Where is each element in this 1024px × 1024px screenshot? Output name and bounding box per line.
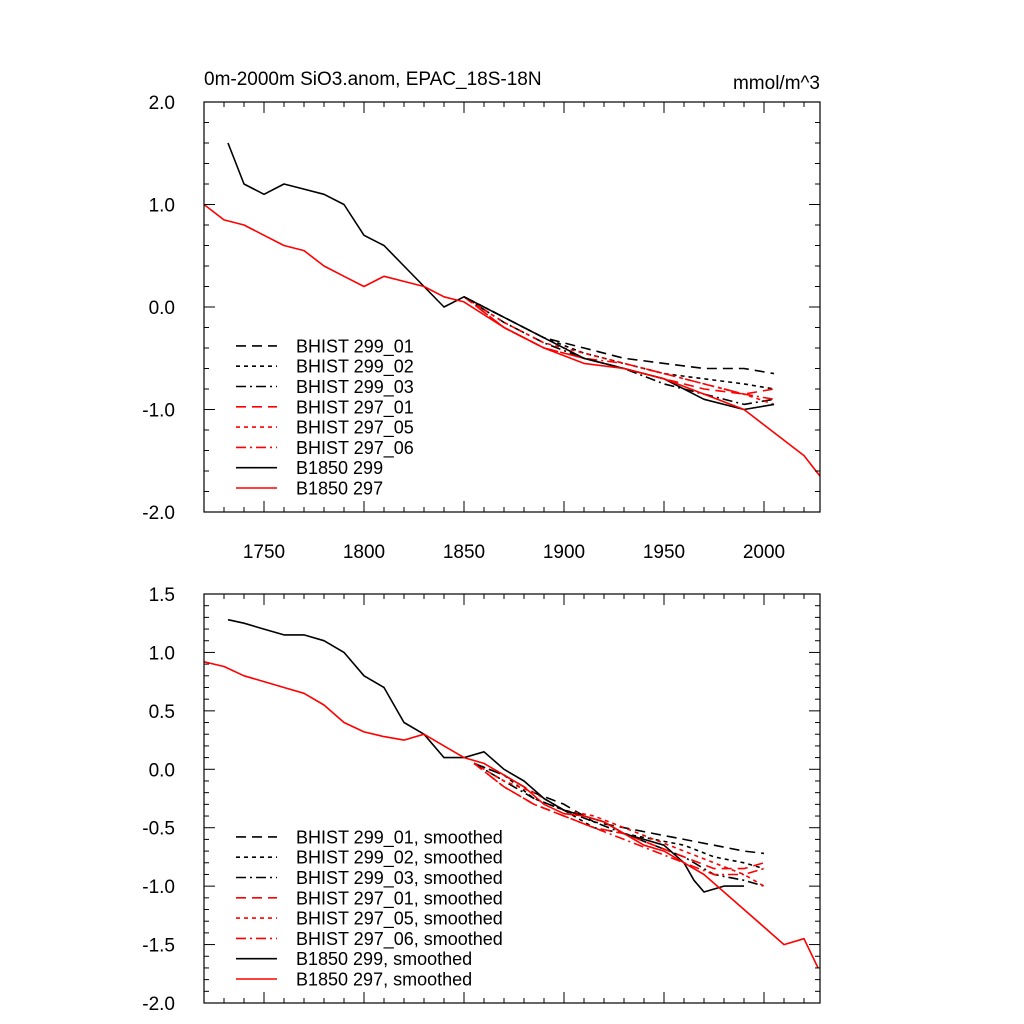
x-tick-label: 1800 xyxy=(343,542,385,563)
series-line-b1850-297-smoothed xyxy=(204,661,819,969)
y-tick-label: 0.0 xyxy=(149,760,175,781)
series-group xyxy=(204,618,819,969)
series-group xyxy=(204,142,820,477)
x-tick-label: 1850 xyxy=(443,542,485,563)
y-tick-label: 0.0 xyxy=(149,298,175,319)
legend-label: BHIST 297_01, smoothed xyxy=(296,888,503,909)
y-tick-label: -0.5 xyxy=(142,819,175,840)
legend-item: B1850 297 xyxy=(236,479,383,499)
series-line-bhist-297-05 xyxy=(463,296,775,406)
legend-label: BHIST 297_05, smoothed xyxy=(296,909,503,930)
legend-item: BHIST 297_05 xyxy=(236,418,414,439)
plot-frame xyxy=(203,593,821,1004)
y-tick-label: -2.0 xyxy=(142,503,175,524)
legend-label: BHIST 299_03, smoothed xyxy=(296,868,503,889)
series-line-bhist-299-01 xyxy=(463,296,775,375)
y-tick-label: -2.0 xyxy=(142,994,175,1015)
series-line-bhist-297-01 xyxy=(463,296,775,395)
legend-item: BHIST 299_02 xyxy=(236,357,414,378)
legend-item: BHIST 297_06 xyxy=(236,438,414,459)
chart-title: 0m-2000m SiO3.anom, EPAC_18S-18N xyxy=(204,69,542,90)
series-line-b1850-297 xyxy=(204,203,820,477)
y-tick-label: 1.0 xyxy=(149,196,175,217)
legend-label: BHIST 297_05 xyxy=(296,418,414,439)
legend-item: BHIST 299_03 xyxy=(236,377,414,398)
series-line-bhist-297-05-smoothed xyxy=(473,762,765,887)
y-tick-label: -1.0 xyxy=(142,877,175,898)
legend-item: B1850 299 xyxy=(236,458,383,478)
legend-label: BHIST 297_06 xyxy=(296,438,414,459)
units-label: mmol/m^3 xyxy=(733,73,820,94)
series-line-bhist-299-02-smoothed xyxy=(473,762,765,870)
bottom-panel: 1.5 1.0 0.5 0.0 -0.5 -1.0 -1.5 -2.0 BHIST 299_01… xyxy=(142,585,821,1015)
y-tick-label: -1.0 xyxy=(142,401,175,422)
series-line-bhist-299-03-smoothed xyxy=(473,762,765,887)
x-tick-label: 1900 xyxy=(543,542,585,563)
series-line-bhist-297-06 xyxy=(463,296,775,401)
legend-item: BHIST 297_01, smoothed xyxy=(236,888,503,909)
legend-label: BHIST 297_01 xyxy=(296,397,414,418)
top-panel: 0m-2000m SiO3.anom, EPAC_18S-18N mmol/m^… xyxy=(142,69,821,563)
legend-item: BHIST 299_01 xyxy=(236,336,414,357)
y-tick-label: 2.0 xyxy=(149,93,175,114)
legend-item: BHIST 297_06, smoothed xyxy=(236,929,503,950)
legend-label: BHIST 297_06, smoothed xyxy=(296,929,503,950)
legend-label: BHIST 299_03 xyxy=(296,377,414,398)
legend-label: B1850 297, smoothed xyxy=(296,970,472,990)
legend-item: BHIST 299_02, smoothed xyxy=(236,848,503,869)
x-tick-label: 2000 xyxy=(743,542,785,563)
legend-label: BHIST 299_01, smoothed xyxy=(296,827,503,848)
legend-item: BHIST 299_01, smoothed xyxy=(236,827,503,848)
legend-label: BHIST 299_02 xyxy=(296,357,414,378)
legend-item: BHIST 299_03, smoothed xyxy=(236,868,503,889)
legend-label: B1850 299 xyxy=(296,458,383,478)
series-line-b1850-299-smoothed xyxy=(227,618,744,893)
x-tick-label: 1950 xyxy=(643,542,685,563)
legend-label: B1850 297 xyxy=(296,479,383,499)
legend-item: B1850 299, smoothed xyxy=(236,949,472,969)
legend-item: BHIST 297_01 xyxy=(236,397,414,418)
series-line-bhist-297-06-smoothed xyxy=(473,762,765,876)
x-tick-label: 1750 xyxy=(243,542,285,563)
y-tick-label: 0.5 xyxy=(149,702,175,723)
y-tick-label: 1.5 xyxy=(149,585,175,606)
series-line-bhist-299-02 xyxy=(463,296,775,390)
legend-label: BHIST 299_01 xyxy=(296,336,414,357)
legend-label: BHIST 299_02, smoothed xyxy=(296,848,503,869)
legend-item: BHIST 297_05, smoothed xyxy=(236,909,503,930)
y-tick-label: 1.0 xyxy=(149,643,175,664)
series-line-bhist-297-01-smoothed xyxy=(473,762,765,870)
series-line-bhist-299-03 xyxy=(463,296,775,406)
legend-item: B1850 297, smoothed xyxy=(236,970,472,990)
legend-label: B1850 299, smoothed xyxy=(296,949,472,969)
y-tick-label: -1.5 xyxy=(142,936,175,957)
